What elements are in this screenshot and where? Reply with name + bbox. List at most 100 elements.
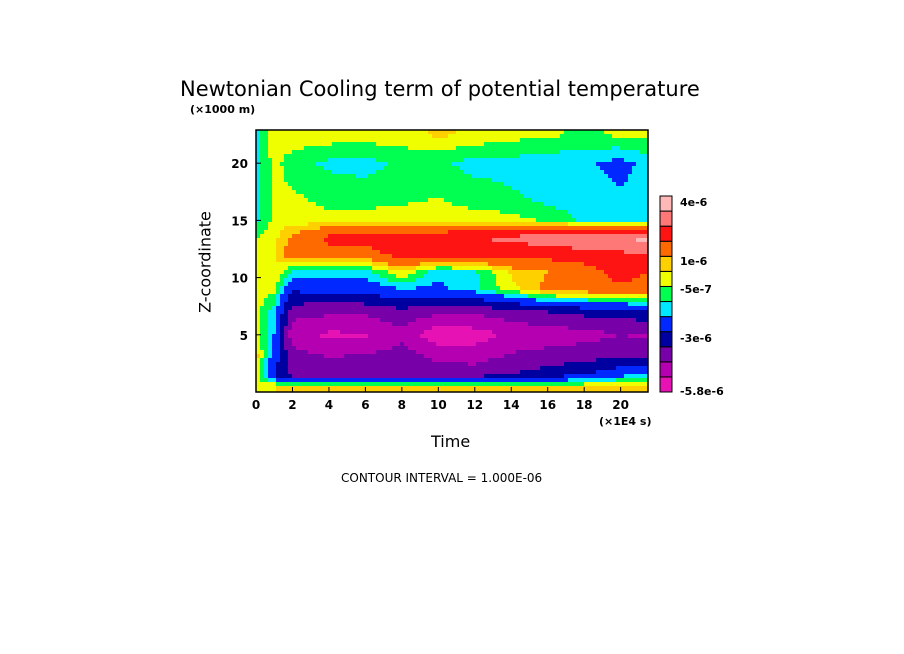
contour-cell — [288, 154, 293, 159]
contour-cell — [268, 230, 273, 235]
contour-cell — [284, 186, 289, 191]
contour-cell — [572, 230, 577, 235]
contour-cell — [520, 286, 525, 291]
contour-cell — [464, 146, 469, 151]
contour-cell — [316, 298, 321, 303]
contour-cell — [392, 218, 397, 223]
contour-cell — [516, 130, 521, 135]
contour-cell — [508, 166, 513, 171]
contour-cell — [540, 250, 545, 255]
contour-cell — [260, 306, 265, 311]
contour-cell — [552, 278, 557, 283]
contour-cell — [532, 222, 537, 227]
contour-cell — [256, 206, 261, 211]
contour-cell — [344, 170, 349, 175]
contour-cell — [596, 146, 601, 151]
contour-cell — [388, 310, 393, 315]
contour-cell — [288, 266, 293, 271]
contour-cell — [508, 230, 513, 235]
contour-cell — [316, 302, 321, 307]
contour-cell — [296, 278, 301, 283]
contour-cell — [560, 210, 565, 215]
contour-cell — [284, 178, 289, 183]
contour-cell — [480, 142, 485, 147]
contour-cell — [332, 278, 337, 283]
contour-cell — [492, 170, 497, 175]
contour-cell — [524, 290, 529, 295]
contour-cell — [312, 218, 317, 223]
contour-cell — [532, 318, 537, 323]
contour-cell — [460, 290, 465, 295]
contour-cell — [264, 142, 269, 147]
contour-cell — [324, 314, 329, 319]
contour-cell — [352, 214, 357, 219]
contour-cell — [540, 170, 545, 175]
contour-cell — [528, 278, 533, 283]
contour-cell — [260, 166, 265, 171]
contour-cell — [356, 134, 361, 139]
contour-cell — [280, 246, 285, 251]
contour-cell — [368, 214, 373, 219]
contour-cell — [464, 134, 469, 139]
contour-cell — [396, 202, 401, 207]
contour-cell — [464, 310, 469, 315]
contour-cell — [448, 326, 453, 331]
contour-cell — [516, 254, 521, 259]
contour-cell — [496, 254, 501, 259]
contour-cell — [508, 206, 513, 211]
contour-cell — [268, 194, 273, 199]
contour-cell — [448, 306, 453, 311]
contour-cell — [360, 242, 365, 247]
contour-cell — [420, 246, 425, 251]
contour-cell — [584, 242, 589, 247]
contour-cell — [448, 282, 453, 287]
contour-cell — [360, 278, 365, 283]
contour-cell — [296, 274, 301, 279]
contour-cell — [324, 330, 329, 335]
contour-cell — [336, 186, 341, 191]
contour-cell — [444, 230, 449, 235]
contour-cell — [292, 306, 297, 311]
contour-cell — [552, 218, 557, 223]
contour-cell — [484, 270, 489, 275]
contour-cell — [416, 266, 421, 271]
contour-cell — [528, 174, 533, 179]
contour-cell — [604, 138, 609, 143]
contour-cell — [308, 166, 313, 171]
contour-cell — [368, 266, 373, 271]
contour-cell — [440, 322, 445, 327]
contour-cell — [576, 222, 581, 227]
contour-cell — [540, 146, 545, 151]
contour-cell — [280, 270, 285, 275]
contour-cell — [344, 202, 349, 207]
contour-cell — [520, 302, 525, 307]
contour-cell — [420, 138, 425, 143]
contour-cell — [388, 326, 393, 331]
contour-cell — [456, 210, 461, 215]
contour-cell — [288, 150, 293, 155]
contour-cell — [548, 186, 553, 191]
contour-cell — [272, 150, 277, 155]
contour-cell — [636, 138, 641, 143]
contour-cell — [412, 302, 417, 307]
contour-cell — [476, 170, 481, 175]
contour-cell — [420, 206, 425, 211]
contour-cell — [432, 326, 437, 331]
contour-cell — [256, 306, 261, 311]
contour-cell — [484, 186, 489, 191]
contour-cell — [500, 210, 505, 215]
contour-cell — [316, 246, 321, 251]
contour-cell — [420, 326, 425, 331]
contour-cell — [400, 202, 405, 207]
contour-cell — [540, 198, 545, 203]
contour-cell — [268, 146, 273, 151]
contour-cell — [304, 262, 309, 267]
contour-cell — [372, 310, 377, 315]
contour-cell — [256, 242, 261, 247]
contour-cell — [428, 174, 433, 179]
contour-cell — [620, 258, 625, 263]
contour-cell — [400, 142, 405, 147]
contour-cell — [416, 238, 421, 243]
contour-cell — [316, 282, 321, 287]
contour-cell — [644, 298, 649, 303]
